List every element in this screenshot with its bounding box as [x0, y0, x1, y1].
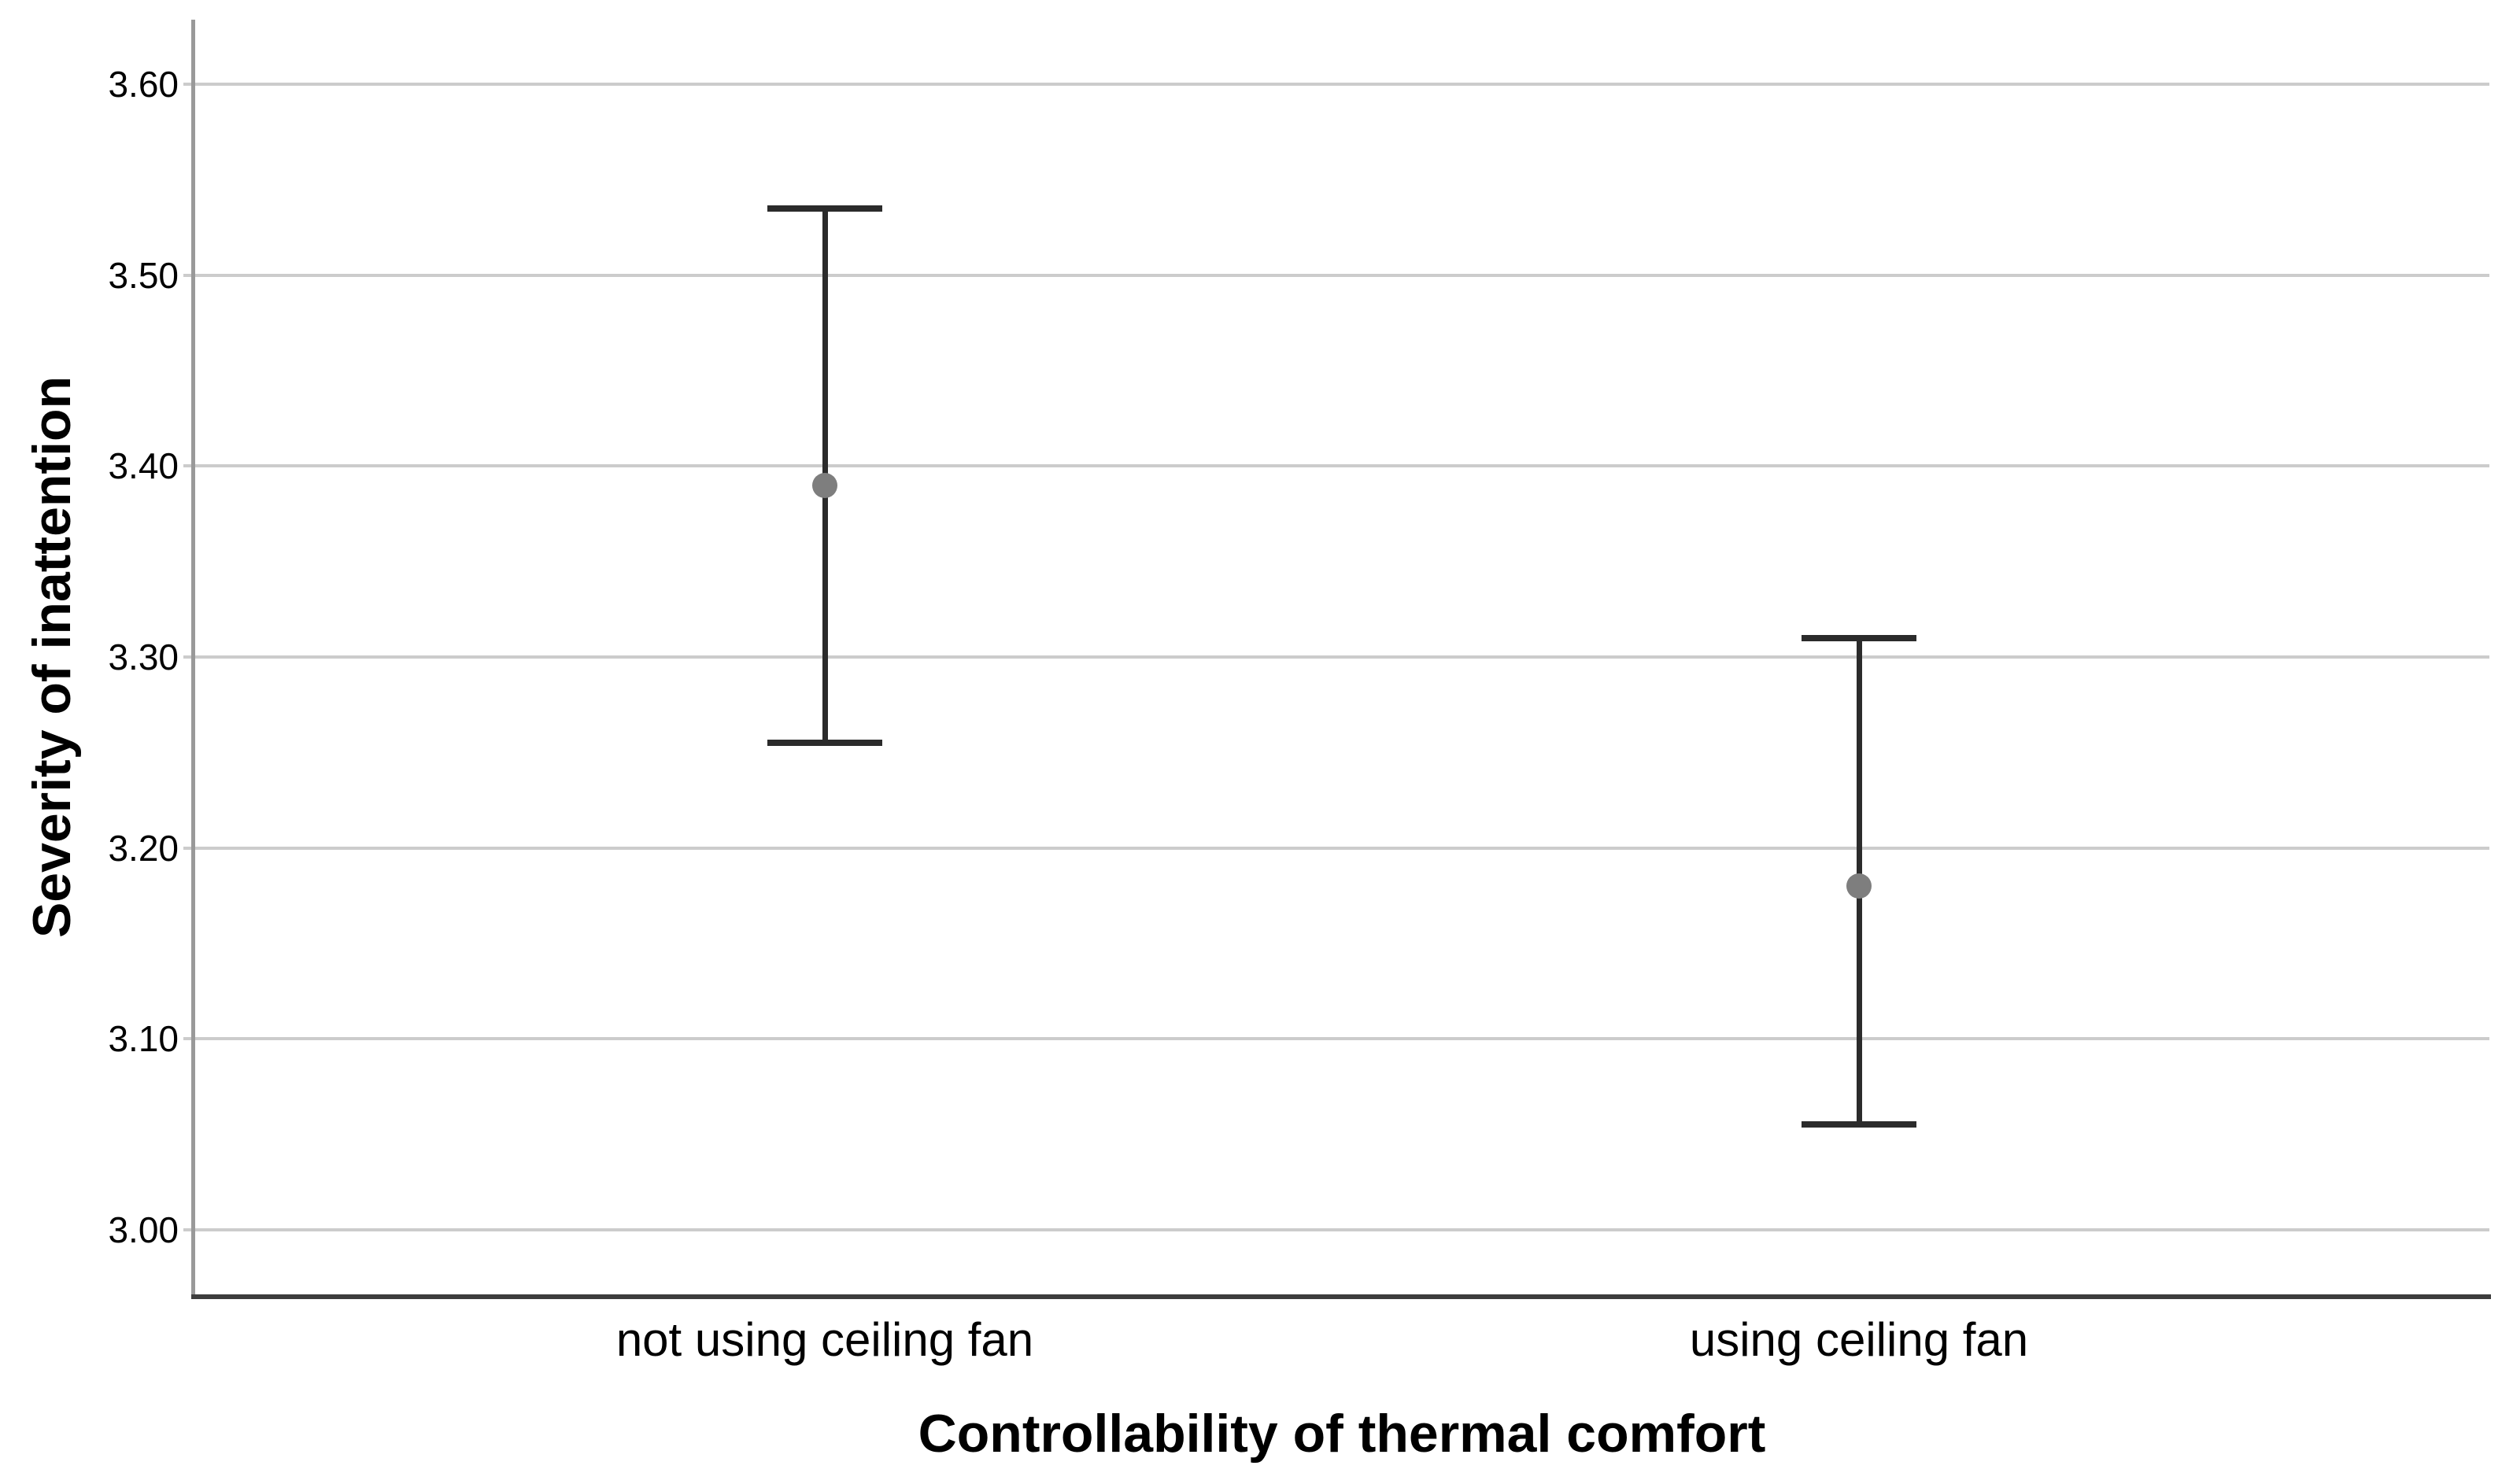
x-axis-title: Controllability of thermal comfort — [918, 1404, 1766, 1464]
y-gridline — [183, 655, 2489, 659]
error-bar-cap-top — [1802, 634, 1916, 641]
x-category-label: not using ceiling fan — [615, 1313, 1034, 1366]
y-gridline — [183, 83, 2489, 87]
y-tick-label: 3.60 — [108, 64, 179, 105]
y-tick-label: 3.10 — [108, 1018, 179, 1060]
y-tick-label: 3.50 — [108, 254, 179, 296]
mean-dot — [1846, 873, 1872, 899]
y-gridline — [183, 464, 2489, 468]
mean-dot — [812, 472, 837, 498]
y-gridline — [183, 1227, 2489, 1231]
x-axis-line — [191, 1294, 2491, 1299]
error-bar-cap-top — [767, 205, 882, 212]
y-tick-label: 3.00 — [108, 1209, 179, 1250]
y-axis-line — [191, 20, 195, 1294]
y-tick-label: 3.30 — [108, 637, 179, 677]
y-gridline — [183, 273, 2489, 277]
y-tick-label: 3.20 — [108, 827, 179, 869]
y-gridline — [183, 846, 2489, 850]
error-bar-cap-bottom — [1802, 1121, 1916, 1128]
y-tick-label: 3.40 — [108, 445, 179, 487]
x-category-label: using ceiling fan — [1689, 1313, 2029, 1366]
y-gridline — [183, 1037, 2489, 1041]
error-bar-cap-bottom — [767, 740, 882, 747]
